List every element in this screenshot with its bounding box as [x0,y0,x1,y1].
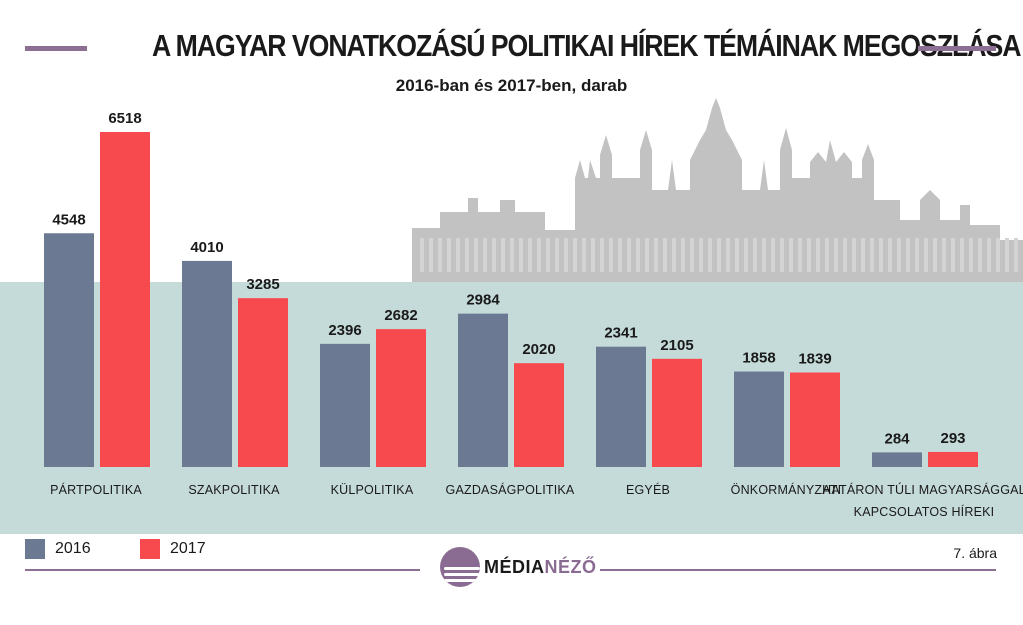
footer-line-left [25,569,420,571]
bar-2016-5 [734,371,784,467]
figure-reference: 7. ábra [953,545,997,561]
value-labels-group: 4548 4010 2396 2984 2341 1858 284 6518 3285 2682 2… [52,110,965,447]
value-label-2017-5: 1839 [798,350,831,367]
medianezo-logo-icon [440,547,480,587]
legend-label-2017: 2017 [170,540,206,557]
legend-item-2017: 2017 [140,536,206,562]
bar-2017-2 [376,329,426,467]
bar-2017-3 [514,363,564,467]
title-row: A MAGYAR VONATKOZÁSÚ POLITIKAI HÍREK TÉM… [0,22,1023,72]
legend-swatch-2017 [140,539,160,559]
footer-line-right [600,569,996,571]
legend-label-2016: 2016 [55,540,91,557]
brand-logo: MÉDIANÉZŐ [440,547,600,591]
value-label-2017-2: 2682 [384,307,417,324]
category-labels-group: PÁRTPOLITIKA SZAKPOLITIKA KÜLPOLITIKA GAZDA… [50,482,1023,519]
value-label-2016-4: 2341 [604,325,637,342]
value-label-2016-6: 284 [884,430,910,447]
brand-name: MÉDIANÉZŐ [484,557,597,578]
bars-group [44,132,978,467]
chart-subtitle: 2016-ban és 2017-ben, darab [395,76,628,95]
bar-2016-3 [458,313,508,467]
title-decor-line-left [25,46,87,51]
bar-2017-6 [928,451,978,467]
category-label-1: SZAKPOLITIKA [188,483,280,497]
value-label-2017-4: 2105 [660,337,693,354]
value-label-2016-5: 1858 [742,350,775,367]
category-label-3: GAZDASÁGPOLITIKA [446,482,575,497]
bar-2016-1 [182,260,232,467]
category-label-6-line0: HATÁRON TÚLI MAGYARSÁGGAL [822,482,1023,497]
bar-2016-6 [872,452,922,467]
value-label-2016-2: 2396 [328,322,361,339]
legend-item-2016: 2016 [25,536,91,562]
bar-2016-2 [320,343,370,467]
value-label-2017-3: 2020 [522,341,555,358]
category-label-6-line1: KAPCSOLATOS HÍREKI [854,504,995,519]
category-label-4: EGYÉB [626,482,670,497]
bar-2016-4 [596,346,646,467]
value-label-2016-1: 4010 [190,239,223,256]
title-decor-line-right [918,46,996,51]
bar-2016-0 [44,233,94,467]
category-label-0: PÁRTPOLITIKA [50,482,142,497]
legend-swatch-2016 [25,539,45,559]
brand-name-accent: NÉZŐ [544,557,597,577]
value-label-2016-0: 4548 [52,211,85,228]
bar-2017-1 [238,298,288,467]
category-label-2: KÜLPOLITIKA [331,483,414,497]
value-label-2017-1: 3285 [246,276,279,293]
value-label-2017-6: 293 [940,430,965,447]
bar-2017-5 [790,372,840,467]
bar-2017-0 [100,132,150,467]
bar-chart: 4548 4010 2396 2984 2341 1858 284 6518 3285 2682 2… [44,98,1023,519]
value-label-2016-3: 2984 [466,292,500,309]
bar-2017-4 [652,358,702,467]
legend: 2016 2017 [0,536,1023,562]
background-band [0,282,1023,534]
value-label-2017-0: 6518 [108,110,141,127]
brand-name-main: MÉDIA [484,557,545,577]
parliament-silhouette-icon [412,98,1023,282]
category-label-5: ÖNKORMÁNYZATI [731,482,842,497]
